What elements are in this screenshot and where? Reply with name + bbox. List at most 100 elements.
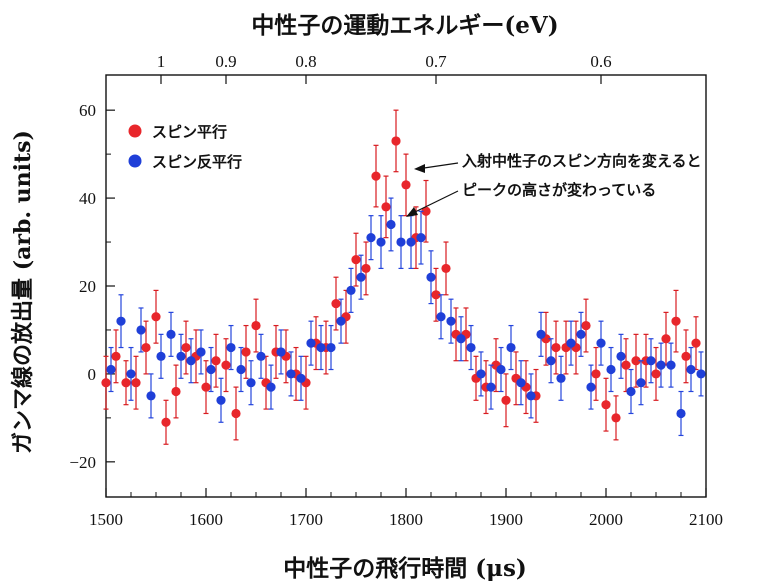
annotation-arrow-upper [423, 162, 459, 169]
data-point [696, 369, 706, 379]
data-point [486, 382, 496, 392]
annotation-arrowhead-lower [406, 207, 418, 217]
data-point [661, 334, 671, 344]
data-point [421, 206, 431, 216]
data-point [436, 312, 446, 322]
data-point [346, 285, 356, 295]
data-point [306, 338, 316, 348]
data-point [526, 391, 536, 401]
data-point [296, 373, 306, 383]
data-point [316, 342, 326, 353]
data-point [276, 347, 286, 357]
data-point [656, 360, 666, 370]
data-point [101, 378, 111, 388]
data-point [196, 347, 206, 357]
top-tick-label: 0.8 [295, 52, 316, 71]
data-point [106, 364, 116, 375]
x-tick-label: 1600 [189, 510, 223, 529]
data-point [496, 364, 506, 375]
data-point [446, 316, 456, 326]
data-point [601, 400, 611, 410]
data-point [586, 382, 596, 392]
data-point [351, 255, 361, 265]
data-point [686, 364, 696, 375]
data-point [441, 263, 451, 274]
data-point [226, 342, 236, 353]
y-tick-label: 20 [79, 277, 96, 296]
data-point [566, 338, 576, 348]
data-point [146, 391, 156, 401]
y-tick-label: 40 [79, 189, 96, 208]
y-tick-label: 0 [88, 365, 97, 384]
x-tick-label: 1800 [389, 510, 423, 529]
top-tick-label: 0.9 [215, 52, 236, 71]
data-point [666, 360, 676, 370]
data-point [456, 334, 466, 344]
annotation: 入射中性子のスピン方向を変えると ピークの高さが変わっている [406, 152, 702, 217]
top-axis-title: 中性子の運動エネルギー(eV) [251, 12, 558, 39]
data-point [326, 342, 336, 353]
data-point [121, 378, 131, 388]
data-point [536, 329, 546, 339]
top-tick-label: 1 [157, 52, 166, 71]
data-point [631, 356, 641, 366]
data-point [206, 364, 216, 375]
data-point [246, 378, 256, 388]
data-point [501, 395, 511, 405]
data-point [551, 342, 561, 353]
data-point [371, 171, 381, 181]
data-point [211, 356, 221, 366]
x-axis-title: 中性子の飛行時間 (μs) [283, 555, 527, 582]
data-point [466, 342, 476, 353]
data-point [546, 356, 556, 366]
data-point [241, 347, 251, 357]
data-point [236, 364, 246, 375]
top-tick-label: 0.6 [590, 52, 611, 71]
data-point [616, 351, 626, 361]
data-point [626, 386, 636, 397]
annotation-line-1: 入射中性子のスピン方向を変えると [462, 152, 702, 170]
data-point [621, 360, 631, 370]
data-point [336, 316, 346, 326]
x-tick-label: 1700 [289, 510, 323, 529]
data-point [676, 408, 686, 419]
data-point [166, 329, 176, 339]
data-point [581, 320, 591, 331]
annotation-arrow-lower [414, 190, 459, 213]
data-point [171, 386, 181, 397]
annotation-line-2: ピークの高さが変わっている [462, 181, 656, 199]
data-point [426, 272, 436, 282]
data-point [176, 351, 186, 361]
data-point [266, 382, 276, 392]
data-point [516, 378, 526, 388]
y-tick-label: −20 [69, 453, 96, 472]
data-point [331, 298, 341, 309]
data-point [576, 329, 586, 339]
data-point [431, 290, 441, 300]
data-point [126, 369, 136, 379]
legend: スピン平行 スピン反平行 [128, 123, 242, 171]
data-point [606, 364, 616, 375]
data-point [356, 272, 366, 282]
data-point [186, 356, 196, 366]
data-point [221, 360, 231, 370]
legend-marker-parallel [128, 124, 142, 138]
data-point [376, 237, 386, 247]
data-point [116, 316, 126, 326]
x-tick-label: 1900 [489, 510, 523, 529]
data-point [401, 180, 411, 190]
data-point [251, 320, 261, 331]
data-point [231, 408, 241, 419]
x-tick-label: 2100 [689, 510, 723, 529]
data-point [611, 413, 621, 423]
data-points [101, 109, 706, 445]
data-point [111, 351, 121, 361]
axis-ticks: 1500 1600 1700 1800 1900 2000 2100 −20 0 20 40 60 1 0… [69, 52, 723, 529]
data-point [596, 338, 606, 348]
data-point [161, 417, 171, 427]
data-point [646, 356, 656, 366]
data-point [636, 378, 646, 388]
data-point [591, 369, 601, 379]
data-point [131, 378, 141, 388]
